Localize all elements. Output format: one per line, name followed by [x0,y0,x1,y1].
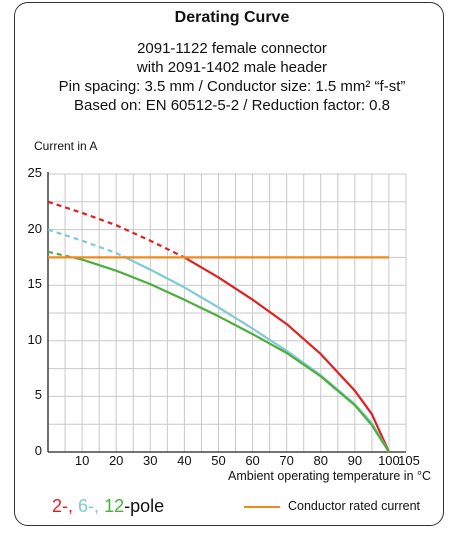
x-tick-label: 80 [313,453,328,468]
rated-current-label: Conductor rated current [288,499,421,513]
x-tick-label: 40 [177,453,192,468]
y-tick-label: 20 [27,220,42,236]
x-tick-label: 70 [279,453,294,468]
y-tick-label: 5 [34,387,42,403]
chart-title: Derating Curve [174,9,290,26]
legend-6-pole: 6-, [78,496,100,516]
x-tick-label: 30 [143,453,158,468]
legend-12-pole: 12 [104,496,125,516]
subtitle-line-2: with 2091-1402 male header [136,59,328,76]
subtitle-line-4: Based on: EN 60512-5-2 / Reduction facto… [73,97,391,114]
y-tick-label: 0 [34,443,42,458]
x-tick-label: 100 [378,453,400,468]
series-2-pole [183,256,391,453]
subtitle-line-3: Pin spacing: 3.5 mm / Conductor size: 1.… [58,78,406,95]
subtitle-line-1: 2091-1122 female connector [137,40,327,57]
y-tick-label: 15 [27,276,42,292]
legend-2-pole: 2-, [52,496,74,516]
x-tick-label: 20 [108,453,124,468]
rated-current-legend: Conductor rated current [244,499,420,513]
pole-legend: 2-, 6-, 12-pole [52,496,164,517]
series-2-pole-dashed [47,200,185,259]
x-tick-label: 50 [211,453,226,468]
series-12-pole [75,257,390,453]
y-axis-label: Current in A [34,139,98,153]
x-tick-label: 60 [245,453,260,468]
rated-current-swatch [244,505,280,508]
series-6-pole-dashed [47,228,124,258]
y-tick-label: 25 [27,165,42,180]
series-12-pole-dashed [47,250,76,260]
x-tick-label: 10 [74,453,90,468]
x-axis-label: Ambient operating temperature in °C [228,469,432,483]
x-tick-label: 105 [398,453,420,468]
x-tick-label: 90 [347,453,363,468]
legend-pole-suffix: -pole [124,496,165,516]
y-tick-label: 10 [27,331,42,347]
